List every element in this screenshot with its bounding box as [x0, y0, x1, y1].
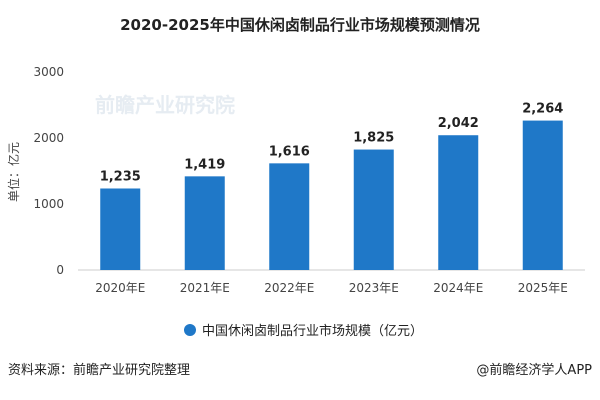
y-tick-label: 2000 [33, 131, 64, 145]
bar [438, 135, 479, 270]
x-tick-label: 2021年E [180, 281, 230, 295]
data-label: 2,042 [438, 116, 479, 131]
bar [269, 163, 310, 270]
data-label: 1,235 [100, 169, 141, 184]
x-tick-label: 2025年E [518, 281, 568, 295]
legend-marker [184, 324, 196, 336]
bar [184, 176, 225, 270]
data-label: 1,419 [184, 157, 225, 172]
chart-title: 2020-2025年中国休闲卤制品行业市场规模预测情况 [120, 16, 480, 34]
x-tick-label: 2024年E [433, 281, 483, 295]
bar [353, 149, 394, 270]
data-label: 1,616 [269, 144, 310, 159]
watermark: 前瞻产业研究院 [95, 93, 235, 117]
x-tick-label: 2022年E [264, 281, 314, 295]
x-tick-label: 2023年E [349, 281, 399, 295]
brand-credit: @前瞻经济学人APP [476, 362, 592, 378]
y-tick-label: 0 [56, 263, 64, 277]
source-note: 资料来源：前瞻产业研究院整理 [8, 362, 190, 378]
y-tick-label: 1000 [33, 197, 64, 211]
x-tick-label: 2020年E [95, 281, 145, 295]
bar [100, 188, 141, 270]
y-axis-label: 单位：亿元 [6, 142, 21, 202]
data-label: 1,825 [353, 131, 394, 146]
data-label: 2,264 [522, 102, 563, 117]
legend-label[interactable]: 中国休闲卤制品行业市场规模（亿元） [202, 323, 423, 339]
y-tick-label: 3000 [33, 65, 64, 79]
bar [522, 120, 563, 271]
